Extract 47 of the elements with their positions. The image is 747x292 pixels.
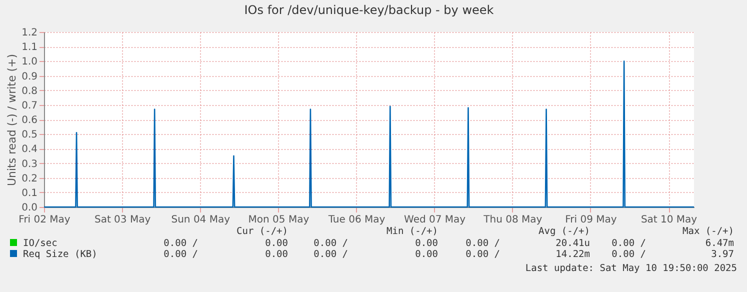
x-tick-label: Sat 10 May bbox=[640, 214, 698, 226]
y-tick-label: 0.2 bbox=[22, 173, 38, 184]
text: 0.00 / bbox=[464, 238, 500, 249]
text: Last update: Sat May 10 19:50:00 2025 bbox=[525, 263, 737, 274]
y-tick-label: 0.5 bbox=[22, 130, 38, 141]
y-tick-label: 1.0 bbox=[22, 56, 38, 68]
y-tick-label: 1.2 bbox=[22, 28, 38, 38]
x-tick-label: Sat 03 May bbox=[94, 214, 151, 226]
y-tick-label: 1.1 bbox=[22, 42, 38, 54]
text: 0.00 / bbox=[312, 238, 348, 249]
text: Min (-/+) bbox=[386, 226, 438, 238]
text: Max (-/+) bbox=[682, 226, 734, 238]
x-tick-label: Fri 09 May bbox=[565, 214, 617, 226]
y-tick-label: 0.1 bbox=[22, 188, 38, 199]
text: 0.00 / bbox=[162, 249, 198, 260]
y-tick-label: 0.7 bbox=[22, 100, 38, 112]
x-tick-label: Sun 04 May bbox=[171, 214, 230, 226]
x-tick-label: Tue 06 May bbox=[327, 214, 386, 226]
text: Avg (-/+) bbox=[538, 226, 590, 238]
text: 0.00 / bbox=[610, 238, 646, 249]
text: 14.22m bbox=[554, 249, 590, 260]
legend-label: Req Size (KB) bbox=[22, 249, 98, 260]
y-axis-title: Units read (-) / write (+) bbox=[6, 54, 19, 186]
x-tick-label: Thu 08 May bbox=[482, 214, 542, 226]
text: 0.00 / bbox=[312, 249, 348, 260]
text: 0.00 / bbox=[610, 249, 646, 260]
y-tick-label: 0.0 bbox=[22, 202, 38, 214]
text: Cur (-/+) bbox=[236, 226, 288, 238]
text: 0.00 bbox=[264, 249, 288, 260]
x-tick-label: Fri 02 May bbox=[18, 214, 70, 226]
x-tick-label: Mon 05 May bbox=[248, 214, 310, 226]
text: 0.00 bbox=[414, 249, 438, 260]
text: 6.47m bbox=[704, 238, 734, 249]
text: 0.00 / bbox=[162, 238, 198, 249]
text: 0.00 / bbox=[464, 249, 500, 260]
text: 0.00 bbox=[264, 238, 288, 249]
y-tick-label: 0.3 bbox=[22, 158, 38, 170]
y-tick-label: 0.8 bbox=[22, 86, 38, 97]
y-tick-label: 0.4 bbox=[22, 144, 38, 156]
text: 0.00 bbox=[414, 238, 438, 249]
y-tick-label: 0.6 bbox=[22, 115, 38, 126]
y-tick-label: 0.9 bbox=[22, 71, 38, 82]
x-tick-label: Wed 07 May bbox=[404, 214, 466, 226]
chart-title: IOs for /dev/unique-key/backup - by week bbox=[244, 3, 494, 17]
text: 3.97 bbox=[710, 249, 734, 260]
text: 20.41u bbox=[554, 238, 590, 249]
legend-label: IO/sec bbox=[22, 238, 58, 249]
